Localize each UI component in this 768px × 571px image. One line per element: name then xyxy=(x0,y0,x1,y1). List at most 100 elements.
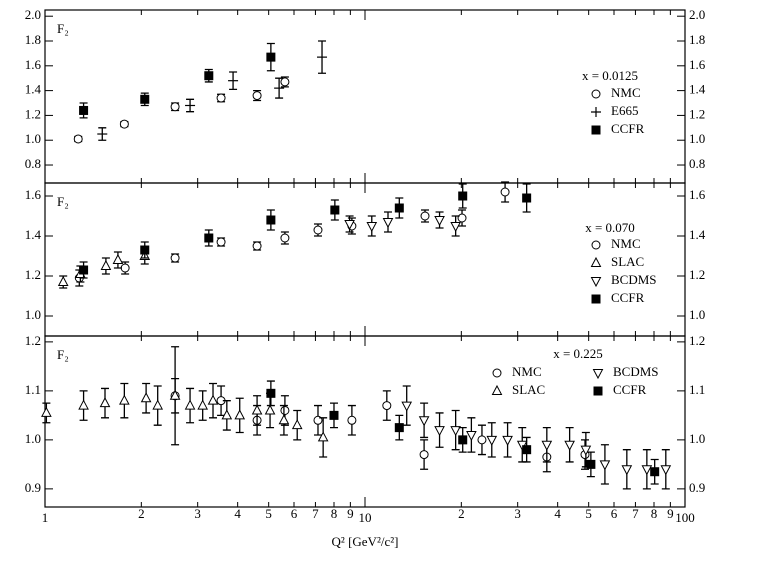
y-tick-label: 1.2 xyxy=(689,106,705,121)
data-point xyxy=(394,203,404,213)
x-minor-tick-label: 9 xyxy=(347,506,354,521)
data-point xyxy=(99,397,111,408)
y-tick-label: 1.0 xyxy=(689,431,705,446)
x-minor-tick-label: 9 xyxy=(667,506,674,521)
x-minor-tick-label: 5 xyxy=(585,506,592,521)
data-point xyxy=(280,405,290,415)
data-point xyxy=(79,265,89,275)
legend-title: x = 0.0125 xyxy=(582,68,638,83)
data-point xyxy=(266,388,276,398)
data-point xyxy=(216,237,226,247)
data-point xyxy=(419,450,429,460)
y-tick-label: 1.0 xyxy=(25,131,41,146)
data-point xyxy=(204,233,214,243)
legend-label: CCFR xyxy=(613,382,647,397)
y-tick-label: 0.8 xyxy=(25,156,41,171)
y-tick-label: 1.0 xyxy=(689,307,705,322)
data-point xyxy=(57,275,69,286)
y-axis-label: F₂ xyxy=(57,347,69,362)
data-point xyxy=(458,191,468,201)
data-point xyxy=(344,220,355,231)
x-minor-tick-label: 6 xyxy=(291,506,298,521)
x-minor-tick-label: 2 xyxy=(458,506,465,521)
x-minor-tick-label: 3 xyxy=(194,506,201,521)
x-minor-tick-label: 4 xyxy=(554,506,561,521)
data-point xyxy=(330,205,340,215)
data-point xyxy=(599,460,611,471)
y-tick-label: 1.4 xyxy=(689,227,706,242)
data-point xyxy=(221,409,233,420)
y-tick-label: 1.8 xyxy=(689,32,705,47)
data-point xyxy=(140,392,152,403)
y-tick-label: 1.1 xyxy=(689,382,705,397)
y-tick-label: 1.1 xyxy=(25,382,41,397)
data-point xyxy=(291,419,303,430)
data-point xyxy=(382,401,392,411)
y-tick-label: 2.0 xyxy=(689,7,705,22)
y-tick-label: 1.2 xyxy=(25,267,41,282)
legend-marker xyxy=(491,384,503,395)
y-tick-label: 1.6 xyxy=(25,57,42,72)
legend-label: CCFR xyxy=(611,290,645,305)
x-minor-tick-label: 6 xyxy=(611,506,618,521)
data-point xyxy=(197,399,209,410)
data-point xyxy=(347,415,357,425)
data-point xyxy=(119,119,129,129)
legend-marker xyxy=(591,125,601,135)
data-point xyxy=(140,94,150,104)
y-tick-label: 1.0 xyxy=(25,307,41,322)
y-axis-label: F₂ xyxy=(57,194,69,209)
data-point xyxy=(41,406,52,417)
legend-title: x = 0.070 xyxy=(585,220,635,235)
data-point xyxy=(502,435,513,446)
x-minor-tick-label: 2 xyxy=(138,506,145,521)
y-tick-label: 1.2 xyxy=(25,333,41,348)
legend-marker xyxy=(590,256,602,267)
data-point xyxy=(79,105,89,115)
data-point xyxy=(522,193,532,203)
data-point xyxy=(264,404,276,415)
legend-title: x = 0.225 xyxy=(553,346,603,361)
data-point xyxy=(78,399,89,410)
data-point xyxy=(541,440,553,451)
y-tick-label: 0.9 xyxy=(689,480,705,495)
data-point xyxy=(280,233,290,243)
plot-frame xyxy=(44,335,686,508)
data-point xyxy=(234,409,246,420)
data-point xyxy=(140,245,150,255)
data-point xyxy=(450,222,461,233)
y-tick-label: 1.4 xyxy=(25,227,42,242)
legend-label: SLAC xyxy=(611,254,644,269)
data-point xyxy=(170,102,180,112)
data-point xyxy=(580,445,592,456)
data-point xyxy=(251,404,263,415)
x-minor-tick-label: 5 xyxy=(265,506,272,521)
y-tick-label: 0.8 xyxy=(689,156,705,171)
x-minor-tick-label: 7 xyxy=(312,506,319,521)
data-point xyxy=(401,401,413,412)
x-tick-label: 1 xyxy=(42,510,49,525)
data-point xyxy=(252,241,262,251)
y-tick-label: 1.6 xyxy=(689,57,706,72)
data-point xyxy=(252,91,262,101)
data-point xyxy=(313,225,323,235)
data-point xyxy=(216,93,226,103)
data-point xyxy=(486,435,498,446)
x-minor-tick-label: 8 xyxy=(331,506,338,521)
legend-label: E665 xyxy=(611,103,638,118)
data-point xyxy=(418,416,430,427)
x-minor-tick-label: 7 xyxy=(632,506,639,521)
data-point xyxy=(564,440,575,451)
data-point xyxy=(73,134,83,144)
data-point xyxy=(394,423,404,433)
data-point xyxy=(641,465,653,476)
y-tick-label: 2.0 xyxy=(25,7,41,22)
data-point xyxy=(458,435,468,445)
legend-marker xyxy=(593,386,603,396)
y-tick-label: 1.2 xyxy=(25,106,41,121)
data-point xyxy=(434,216,445,227)
y-tick-label: 1.8 xyxy=(25,32,41,47)
data-point xyxy=(170,253,180,263)
data-point xyxy=(382,218,394,229)
data-point xyxy=(184,399,196,410)
